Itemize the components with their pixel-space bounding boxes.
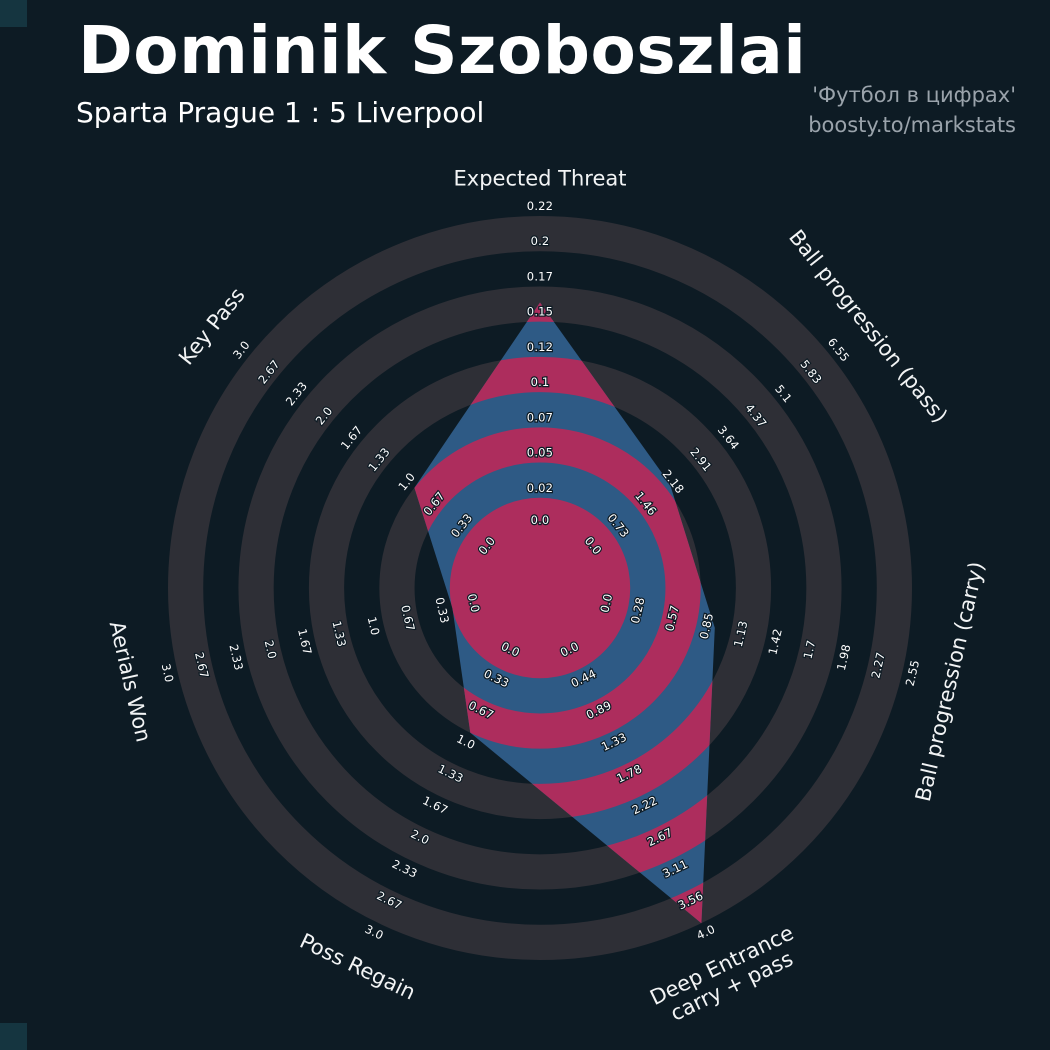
tick-label: 0.12 [527, 340, 553, 354]
tick-label: 0.17 [527, 269, 553, 283]
axis-label: Ball progression (carry) [911, 559, 989, 803]
tick-label: 0.28 [628, 596, 648, 625]
corner-marker-top-left [0, 0, 27, 27]
tick-label: 1.0 [365, 615, 383, 637]
axis-label: Deep Entrancecarry + pass [646, 921, 807, 1031]
tick-label: 0.33 [433, 596, 453, 625]
credits-block: 'Футбол в цифрах' boosty.to/markstats [808, 80, 1016, 141]
tick-label: 0.0 [465, 592, 483, 614]
tick-label: 0.2 [531, 234, 550, 248]
tick-label: 1.98 [834, 643, 854, 672]
axis-label: Aerials Won [105, 619, 156, 745]
ring-band-bg [168, 216, 912, 960]
tick-label: 0.02 [527, 481, 553, 495]
credit-line-2: boosty.to/markstats [808, 113, 1016, 138]
credit-line-1: 'Футбол в цифрах' [812, 83, 1016, 107]
tick-label: 0.1 [531, 375, 550, 389]
match-score-subtitle: Sparta Prague 1 : 5 Liverpool [76, 96, 485, 129]
tick-label: 1.7 [800, 639, 818, 661]
tick-label: 2.55 [903, 659, 923, 688]
axis-label: Poss Regain [296, 929, 419, 1005]
ring-band-overlay [414, 427, 701, 749]
axis-label: Ball progression (pass) [784, 225, 952, 427]
axis-label: Expected Threat [454, 166, 627, 190]
tick-label: 0.15 [527, 305, 553, 319]
tick-label: 0.0 [531, 513, 550, 527]
tick-label: 2.0 [262, 639, 280, 661]
tick-label: 0.22 [527, 199, 553, 213]
tick-label: 2.33 [227, 643, 247, 672]
ring-band-overlay [449, 497, 631, 679]
tick-label: 1.42 [765, 627, 785, 656]
corner-marker-bottom-left [0, 1023, 27, 1050]
page-title: Dominik Szoboszlai [78, 12, 807, 89]
tick-label: 0.85 [697, 612, 717, 641]
tick-label: 0.0 [597, 592, 615, 614]
tick-label: 1.67 [295, 627, 315, 656]
tick-label: 0.05 [527, 446, 553, 460]
tick-label: 0.07 [527, 410, 553, 424]
tick-label: 3.0 [159, 662, 177, 684]
